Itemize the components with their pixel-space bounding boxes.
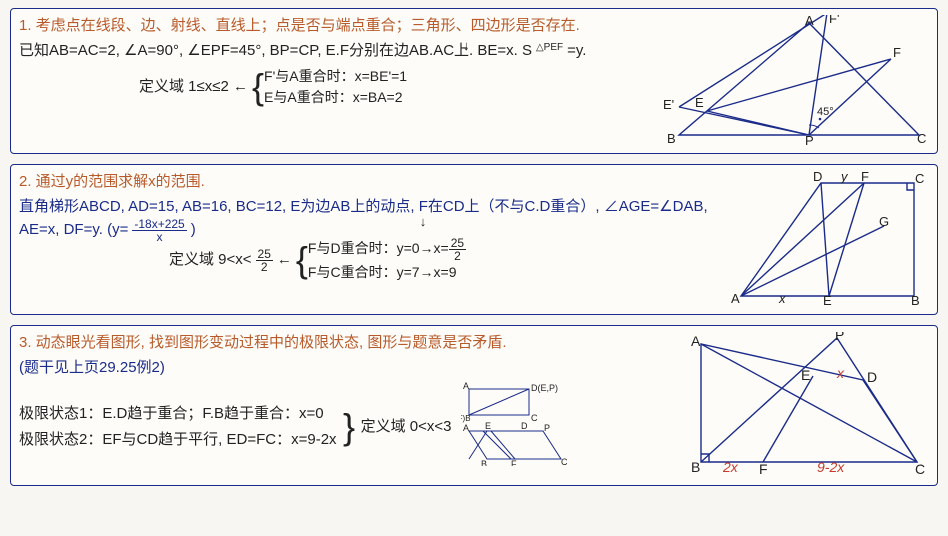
lblB: B (667, 131, 676, 145)
mD: D (521, 421, 528, 431)
box2-title: 2. 通过y的范围求解x的范围. (19, 171, 729, 194)
bB: B (691, 459, 700, 475)
box3-lims: 极限状态1：E.D趋于重合；F.B趋于重合：x=0 极限状态2：EF与CD趋于平… (19, 403, 337, 452)
box2-frac: -18x+225x (132, 218, 186, 243)
lblE: E (695, 95, 704, 110)
box2-content: 2. 通过y的范围求解x的范围. 直角梯形ABCD, AD=15, AB=16,… (19, 171, 729, 306)
dfd: 2 (259, 261, 270, 273)
box1-domain-label: 定义域 1≤x≤2 ← (139, 76, 248, 99)
lblFp: F' (829, 15, 839, 26)
box2-case1: F与D重合时：y=0→x=252 (308, 237, 466, 262)
box1-given-text: 已知AB=AC=2, ∠A=90°, ∠EPF=45°, BP=CP, E.F分… (19, 40, 532, 63)
lC: C (915, 171, 924, 186)
mA2: A (463, 423, 469, 433)
lF: F (861, 171, 869, 184)
box3-mini-diagrams: A D(E,P) (F)B C A E D P B F C (461, 381, 571, 474)
box2-brace: { F与D重合时：y=0→x=252 F与C重合时：y=7→x=9 (296, 237, 466, 283)
dfn: 25 (256, 248, 273, 261)
box3-big-diagram: A P E D x B 2x F 9-2x C (689, 332, 929, 477)
down-arrow-icon: ↓ (463, 39, 470, 52)
mFB: (F)B (461, 414, 471, 423)
ly: y (840, 171, 849, 184)
lblF: F (893, 45, 901, 60)
box3-lim1: 极限状态1：E.D趋于重合；F.B趋于重合：x=0 (19, 403, 337, 426)
bF: F (759, 461, 768, 477)
box1-cases: F'与A重合时：x=BE'=1 E与A重合时：x=BA=2 (264, 66, 407, 108)
box1-brace: { F'与A重合时：x=BE'=1 E与A重合时：x=BA=2 (252, 66, 407, 108)
brace-left-icon: { (252, 69, 264, 105)
box3-lim2: 极限状态2：EF与CD趋于平行, ED=FC：x=9-2x (19, 429, 337, 452)
box1-domain-row: 定义域 1≤x≤2 ← { F'与A重合时：x=BE'=1 E与A重合时：x=B… (139, 66, 659, 108)
problem-box-1: 1. 考虑点在线段、边、射线、直线上；点是否与端点重合；三角形、四边形是否存在.… (10, 8, 938, 154)
lblP: P (805, 133, 814, 145)
box2-trapezoid-diagram: D y F C G A x E B (729, 171, 929, 306)
box2-dlpost: ← (277, 249, 292, 272)
box3-body: 极限状态1：E.D趋于重合；F.B趋于重合：x=0 极限状态2：EF与CD趋于平… (19, 381, 689, 474)
box1-sub: △PEF (536, 40, 563, 55)
box3-title: 3. 动态眼光看图形, 找到图形变动过程中的极限状态, 图形与题意是否矛盾. (19, 332, 689, 355)
box1-given-tail: =y. (567, 40, 586, 63)
lD: D (813, 171, 822, 184)
lE: E (823, 293, 832, 306)
box2-cases: F与D重合时：y=0→x=252 F与C重合时：y=7→x=9 (308, 237, 466, 283)
box1-triangle-diagram: A F' E F E' B P C 45° (659, 15, 929, 145)
box2-case2: F与C重合时：y=7→x=9 (308, 262, 466, 283)
bC: C (915, 461, 925, 477)
box2-dlpre: 定义域 9<x< (169, 249, 252, 272)
problem-box-2: 2. 通过y的范围求解x的范围. 直角梯形ABCD, AD=15, AB=16,… (10, 164, 938, 315)
mC1: C (531, 413, 538, 423)
box1-given: 已知AB=AC=2, ∠A=90°, ∠EPF=45°, BP=CP, E.F分… (19, 40, 659, 63)
lblA: A (805, 15, 814, 28)
box3-content: 3. 动态眼光看图形, 找到图形变动过程中的极限状态, 图形与题意是否矛盾. (… (19, 332, 689, 477)
c1d: 2 (452, 250, 463, 262)
box3-domain: 定义域 0<x<3 (361, 416, 452, 439)
box1-case2: E与A重合时：x=BA=2 (264, 87, 407, 108)
box2-dfrac: 252 (256, 248, 273, 273)
box1-title: 1. 考虑点在线段、边、射线、直线上；点是否与端点重合；三角形、四边形是否存在. (19, 15, 659, 38)
bA: A (691, 333, 701, 349)
bE: E (801, 367, 810, 383)
box2-given1: 直角梯形ABCD, AD=15, AB=16, BC=12, E为边AB上的动点… (19, 196, 729, 219)
bx: x (836, 365, 845, 381)
c1p: F与D重合时：y=0→x= (308, 240, 449, 256)
mE: E (485, 421, 491, 431)
mF: F (511, 459, 517, 466)
bP: P (835, 332, 844, 343)
down-arrow-icon: ↓ (420, 215, 427, 228)
b92x: 9-2x (817, 459, 845, 475)
lblC: C (917, 131, 926, 145)
lB: B (911, 293, 920, 306)
lx: x (778, 291, 786, 306)
b2x: 2x (722, 459, 739, 475)
brace-left-icon: { (296, 242, 308, 278)
box2-g2pre: AE=x, DF=y. (y= (19, 219, 128, 242)
mDEP: D(E,P) (531, 383, 558, 393)
mC2: C (561, 457, 568, 466)
problem-box-3: 3. 动态眼光看图形, 找到图形变动过程中的极限状态, 图形与题意是否矛盾. (… (10, 325, 938, 486)
box1-case1: F'与A重合时：x=BE'=1 (264, 66, 407, 87)
lblEp: E' (663, 97, 674, 112)
bD: D (867, 369, 877, 385)
box3-sub: (题干见上页29.25例2) (19, 357, 689, 380)
frac-d: x (155, 231, 165, 243)
mP: P (544, 423, 550, 433)
mB: B (481, 459, 487, 466)
box2-domain-row: 定义域 9<x< 252 ← { F与D重合时：y=0→x=252 F与C重合时… (169, 237, 729, 283)
mA: A (463, 381, 469, 391)
lG: G (879, 214, 889, 229)
box2-g2post: ) (191, 219, 196, 242)
lA: A (731, 291, 740, 306)
lbl45: 45° (817, 106, 834, 118)
box1-content: 1. 考虑点在线段、边、射线、直线上；点是否与端点重合；三角形、四边形是否存在.… (19, 15, 659, 145)
brace-right-icon: { (343, 409, 355, 445)
